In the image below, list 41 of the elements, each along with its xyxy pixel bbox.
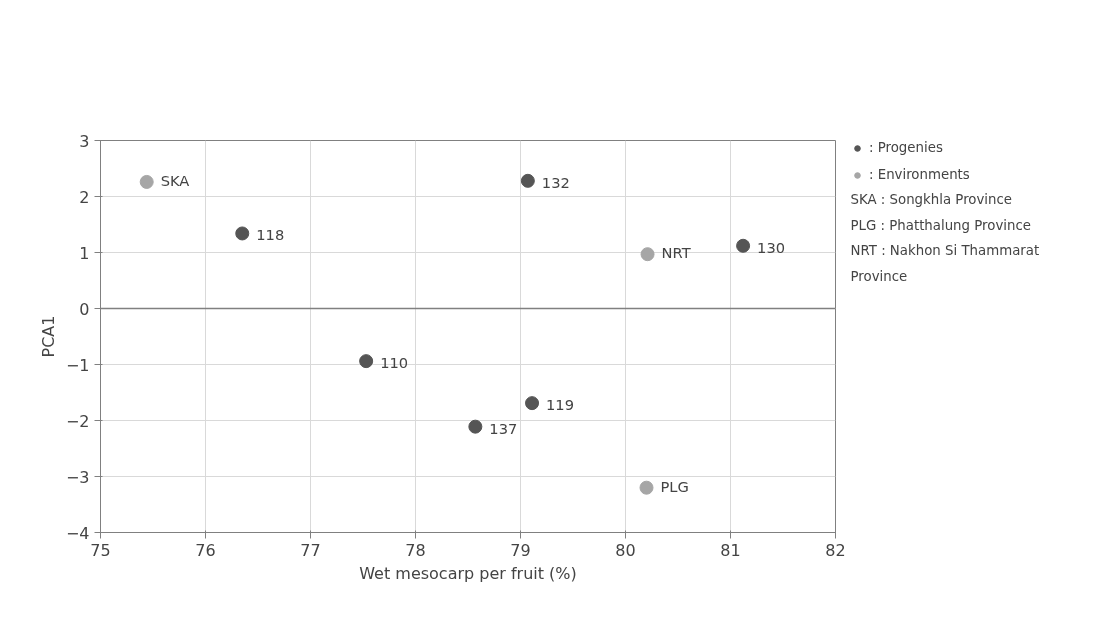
annotation: 137: [489, 419, 518, 437]
annotation: 130: [757, 238, 786, 256]
annotation: SKA: [160, 171, 190, 189]
x-tick-label: 80: [615, 540, 636, 560]
x-tick-label: 78: [405, 540, 426, 560]
point: [235, 226, 250, 241]
x-tick-label: 81: [720, 540, 741, 560]
text: PLG : Phatthalung Province: [850, 217, 1031, 233]
point: [468, 419, 483, 434]
y-tick-label: −3: [65, 467, 90, 487]
point: [139, 174, 154, 189]
x-axis-title: Wet mesocarp per fruit (%): [359, 563, 577, 583]
y-tick-label: −1: [65, 355, 90, 375]
annotation: 132: [541, 173, 570, 191]
x-tick-label: 77: [300, 540, 321, 560]
annotation: PLG: [660, 477, 689, 495]
point: [359, 354, 374, 369]
annotation: 119: [546, 396, 575, 414]
point: [736, 238, 751, 253]
legend-label: : Progenies: [869, 140, 943, 155]
x-tick-label: 76: [195, 540, 216, 560]
y-tick-label: 3: [79, 131, 90, 151]
y-tick-label: 1: [79, 243, 90, 263]
point: [640, 247, 655, 262]
y-tick-label: 0: [79, 299, 90, 319]
annotation: 110: [380, 354, 409, 372]
annotation: 118: [256, 226, 285, 244]
y-tick-label: −4: [65, 523, 90, 543]
text: SKA : Songkhla Province: [850, 192, 1013, 208]
point: [525, 396, 540, 411]
point: [520, 173, 535, 188]
x-tick-label: 82: [825, 540, 846, 560]
x-tick-label: 79: [510, 540, 531, 560]
point: [639, 480, 654, 495]
text: NRT : Nakhon Si Thammarat Province: [850, 243, 1040, 284]
x-tick-label: 75: [90, 540, 111, 560]
y-axis-title: PCA1: [38, 315, 58, 358]
legend-label: : Environments: [869, 167, 970, 182]
annotation: NRT: [661, 244, 691, 262]
y-tick-label: 2: [79, 187, 90, 207]
y-tick-label: −2: [65, 411, 90, 431]
